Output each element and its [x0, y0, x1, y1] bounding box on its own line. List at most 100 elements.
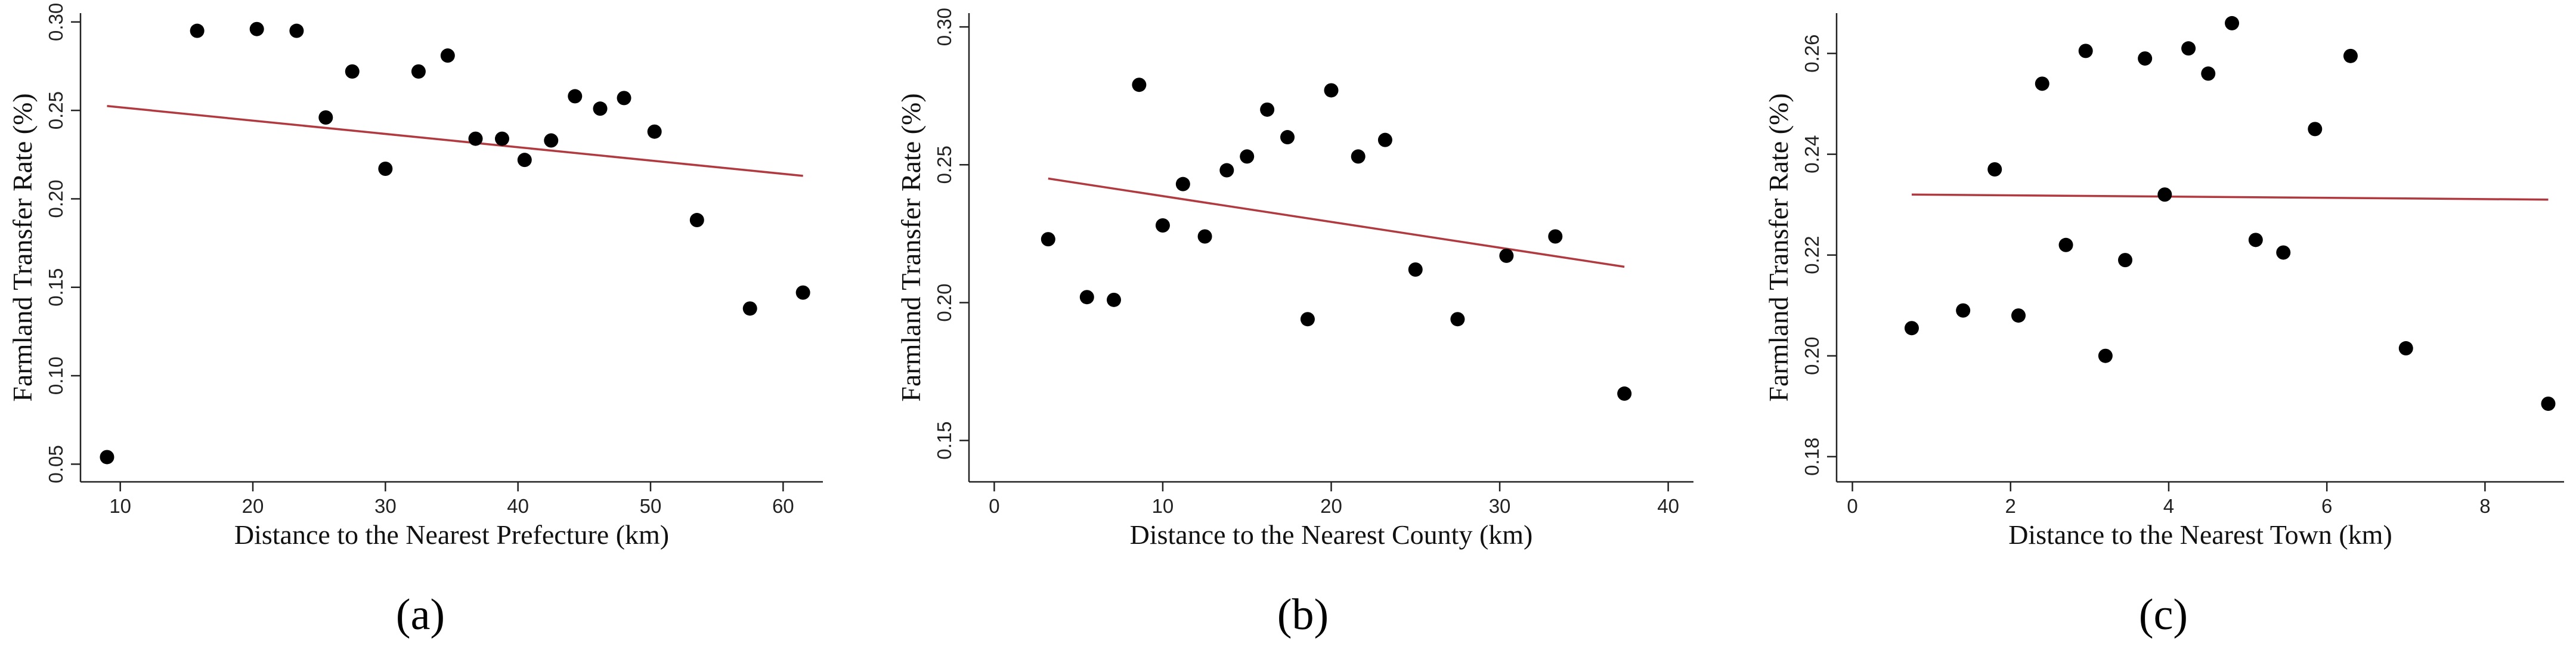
fit-line [1048, 177, 1625, 268]
data-point [544, 133, 559, 148]
x-tick-label: 60 [772, 495, 794, 517]
scatter-panel-c: 0 2 4 6 8 0.18 0.20 0.22 0.24 0.26 Distance to the… [1763, 13, 2564, 639]
data-point [1956, 303, 1971, 318]
x-tick-label: 50 [640, 495, 662, 517]
scatter-panel-a: 10 20 30 40 50 60 0.05 0.10 0.15 0.20 0.25 0.30 Dist… [7, 3, 823, 639]
data-point [1079, 290, 1094, 305]
x-axis-title: Distance to the Nearest Town (km) [2008, 519, 2392, 550]
data-point [2011, 308, 2026, 323]
panel-label: (c) [2139, 590, 2188, 639]
fit-line [107, 104, 803, 177]
data-point [1219, 163, 1234, 178]
y-tick-label: 0.24 [1801, 135, 1823, 174]
y-tick-label: 0.26 [1801, 34, 1823, 72]
y-tick-label: 0.05 [45, 445, 67, 483]
data-point [378, 162, 393, 177]
data-point [1450, 312, 1465, 327]
data-point [1260, 102, 1275, 117]
data-point [568, 89, 583, 104]
x-tick-label: 30 [1489, 495, 1511, 517]
x-tick-label: 2 [2005, 495, 2016, 517]
data-point [2343, 48, 2358, 63]
data-point [795, 285, 810, 300]
data-point [2308, 122, 2323, 137]
x-axis-title: Distance to the Nearest County (km) [1130, 519, 1533, 550]
data-point [2181, 41, 2196, 56]
x-axis-title: Distance to the Nearest Prefecture (km) [234, 519, 669, 550]
y-tick-label: 0.20 [45, 180, 67, 218]
data-point [2118, 253, 2133, 268]
y-tick-label: 0.10 [45, 357, 67, 395]
data-point [1155, 218, 1170, 233]
x-tick-label: 20 [1320, 495, 1342, 517]
scatter-panel-b: 0 10 20 30 40 0.15 0.20 0.25 0.30 Distance to the… [896, 8, 1693, 639]
data-point [249, 21, 264, 36]
x-tick-label: 10 [1152, 495, 1174, 517]
data-point [647, 124, 662, 139]
data-point [1377, 132, 1392, 147]
data-point [318, 110, 333, 125]
data-point [2225, 16, 2240, 30]
data-point [1324, 83, 1339, 98]
x-tick-label: 0 [989, 495, 999, 517]
data-point [2078, 44, 2093, 58]
data-point [1617, 386, 1632, 401]
data-point [1132, 78, 1147, 92]
data-point [494, 131, 509, 146]
data-point [1240, 149, 1255, 164]
data-point [2398, 341, 2413, 356]
y-tick-label: 0.25 [933, 146, 955, 184]
x-tick-label: 6 [2321, 495, 2332, 517]
x-tick-label: 0 [1847, 495, 1857, 517]
data-point [440, 48, 455, 63]
data-point [345, 64, 360, 79]
data-point [1904, 321, 1919, 336]
y-tick-label: 0.15 [933, 422, 955, 460]
data-point [2541, 397, 2556, 411]
data-point [190, 23, 205, 38]
data-point [617, 91, 631, 106]
data-point [2138, 51, 2153, 66]
data-point [289, 23, 304, 38]
data-point [2201, 66, 2216, 81]
data-point [1300, 312, 1315, 327]
data-point [100, 450, 114, 465]
panel-label: (a) [396, 590, 445, 639]
x-tick-label: 40 [507, 495, 529, 517]
y-axis-title: Farmland Transfer Rate (%) [7, 93, 38, 401]
data-point [1987, 162, 2002, 177]
data-point [2098, 348, 2113, 363]
y-tick-label: 0.30 [933, 8, 955, 46]
y-axis-title: Farmland Transfer Rate (%) [1763, 93, 1794, 401]
data-point [1548, 229, 1563, 244]
y-tick-label: 0.30 [45, 3, 67, 41]
data-point [517, 153, 532, 168]
x-tick-label: 40 [1657, 495, 1679, 517]
y-tick-label: 0.25 [45, 91, 67, 129]
y-tick-label: 0.20 [933, 283, 955, 321]
y-tick-label: 0.22 [1801, 236, 1823, 274]
data-point [2058, 237, 2073, 252]
data-point [1280, 130, 1295, 145]
data-point [689, 213, 704, 228]
data-point [411, 64, 426, 79]
y-tick-label: 0.15 [45, 268, 67, 307]
fit-line [1911, 193, 2549, 201]
data-point [1041, 232, 1055, 247]
data-point [1175, 177, 1190, 191]
data-point [1197, 229, 1212, 244]
data-point [1408, 262, 1423, 277]
data-point [2276, 245, 2291, 260]
data-point [2157, 187, 2172, 202]
x-tick-label: 4 [2163, 495, 2174, 517]
y-tick-label: 0.20 [1801, 337, 1823, 375]
x-tick-label: 10 [109, 495, 131, 517]
y-tick-label: 0.18 [1801, 438, 1823, 476]
data-point [2248, 233, 2263, 247]
x-tick-label: 8 [2479, 495, 2490, 517]
data-point [1499, 248, 1514, 263]
data-point [1351, 149, 1366, 164]
y-axis-title: Farmland Transfer Rate (%) [896, 93, 926, 401]
data-point [468, 131, 483, 146]
